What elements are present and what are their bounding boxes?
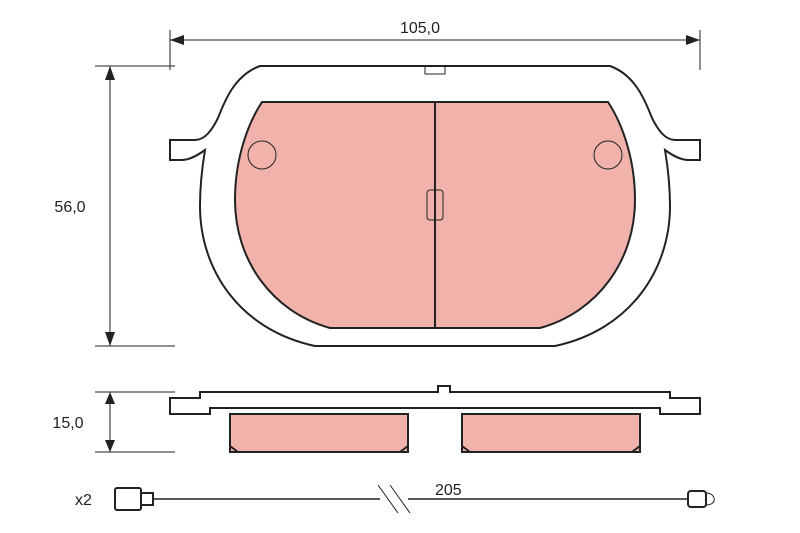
dim-wire-label: 205 [435,482,462,499]
side-view: 15,0 [52,386,700,452]
dim-width: 105,0 [170,20,700,70]
dim-thickness-label: 15,0 [52,415,83,432]
front-view [170,66,700,346]
dim-height-label: 56,0 [54,199,85,216]
count-label: x2 [75,492,92,509]
dim-width-label: 105,0 [400,20,440,37]
wear-sensor: x2 205 [75,482,714,513]
dim-height: 56,0 [54,66,175,346]
technical-drawing: 105,0 56,0 15,0 [0,0,800,533]
